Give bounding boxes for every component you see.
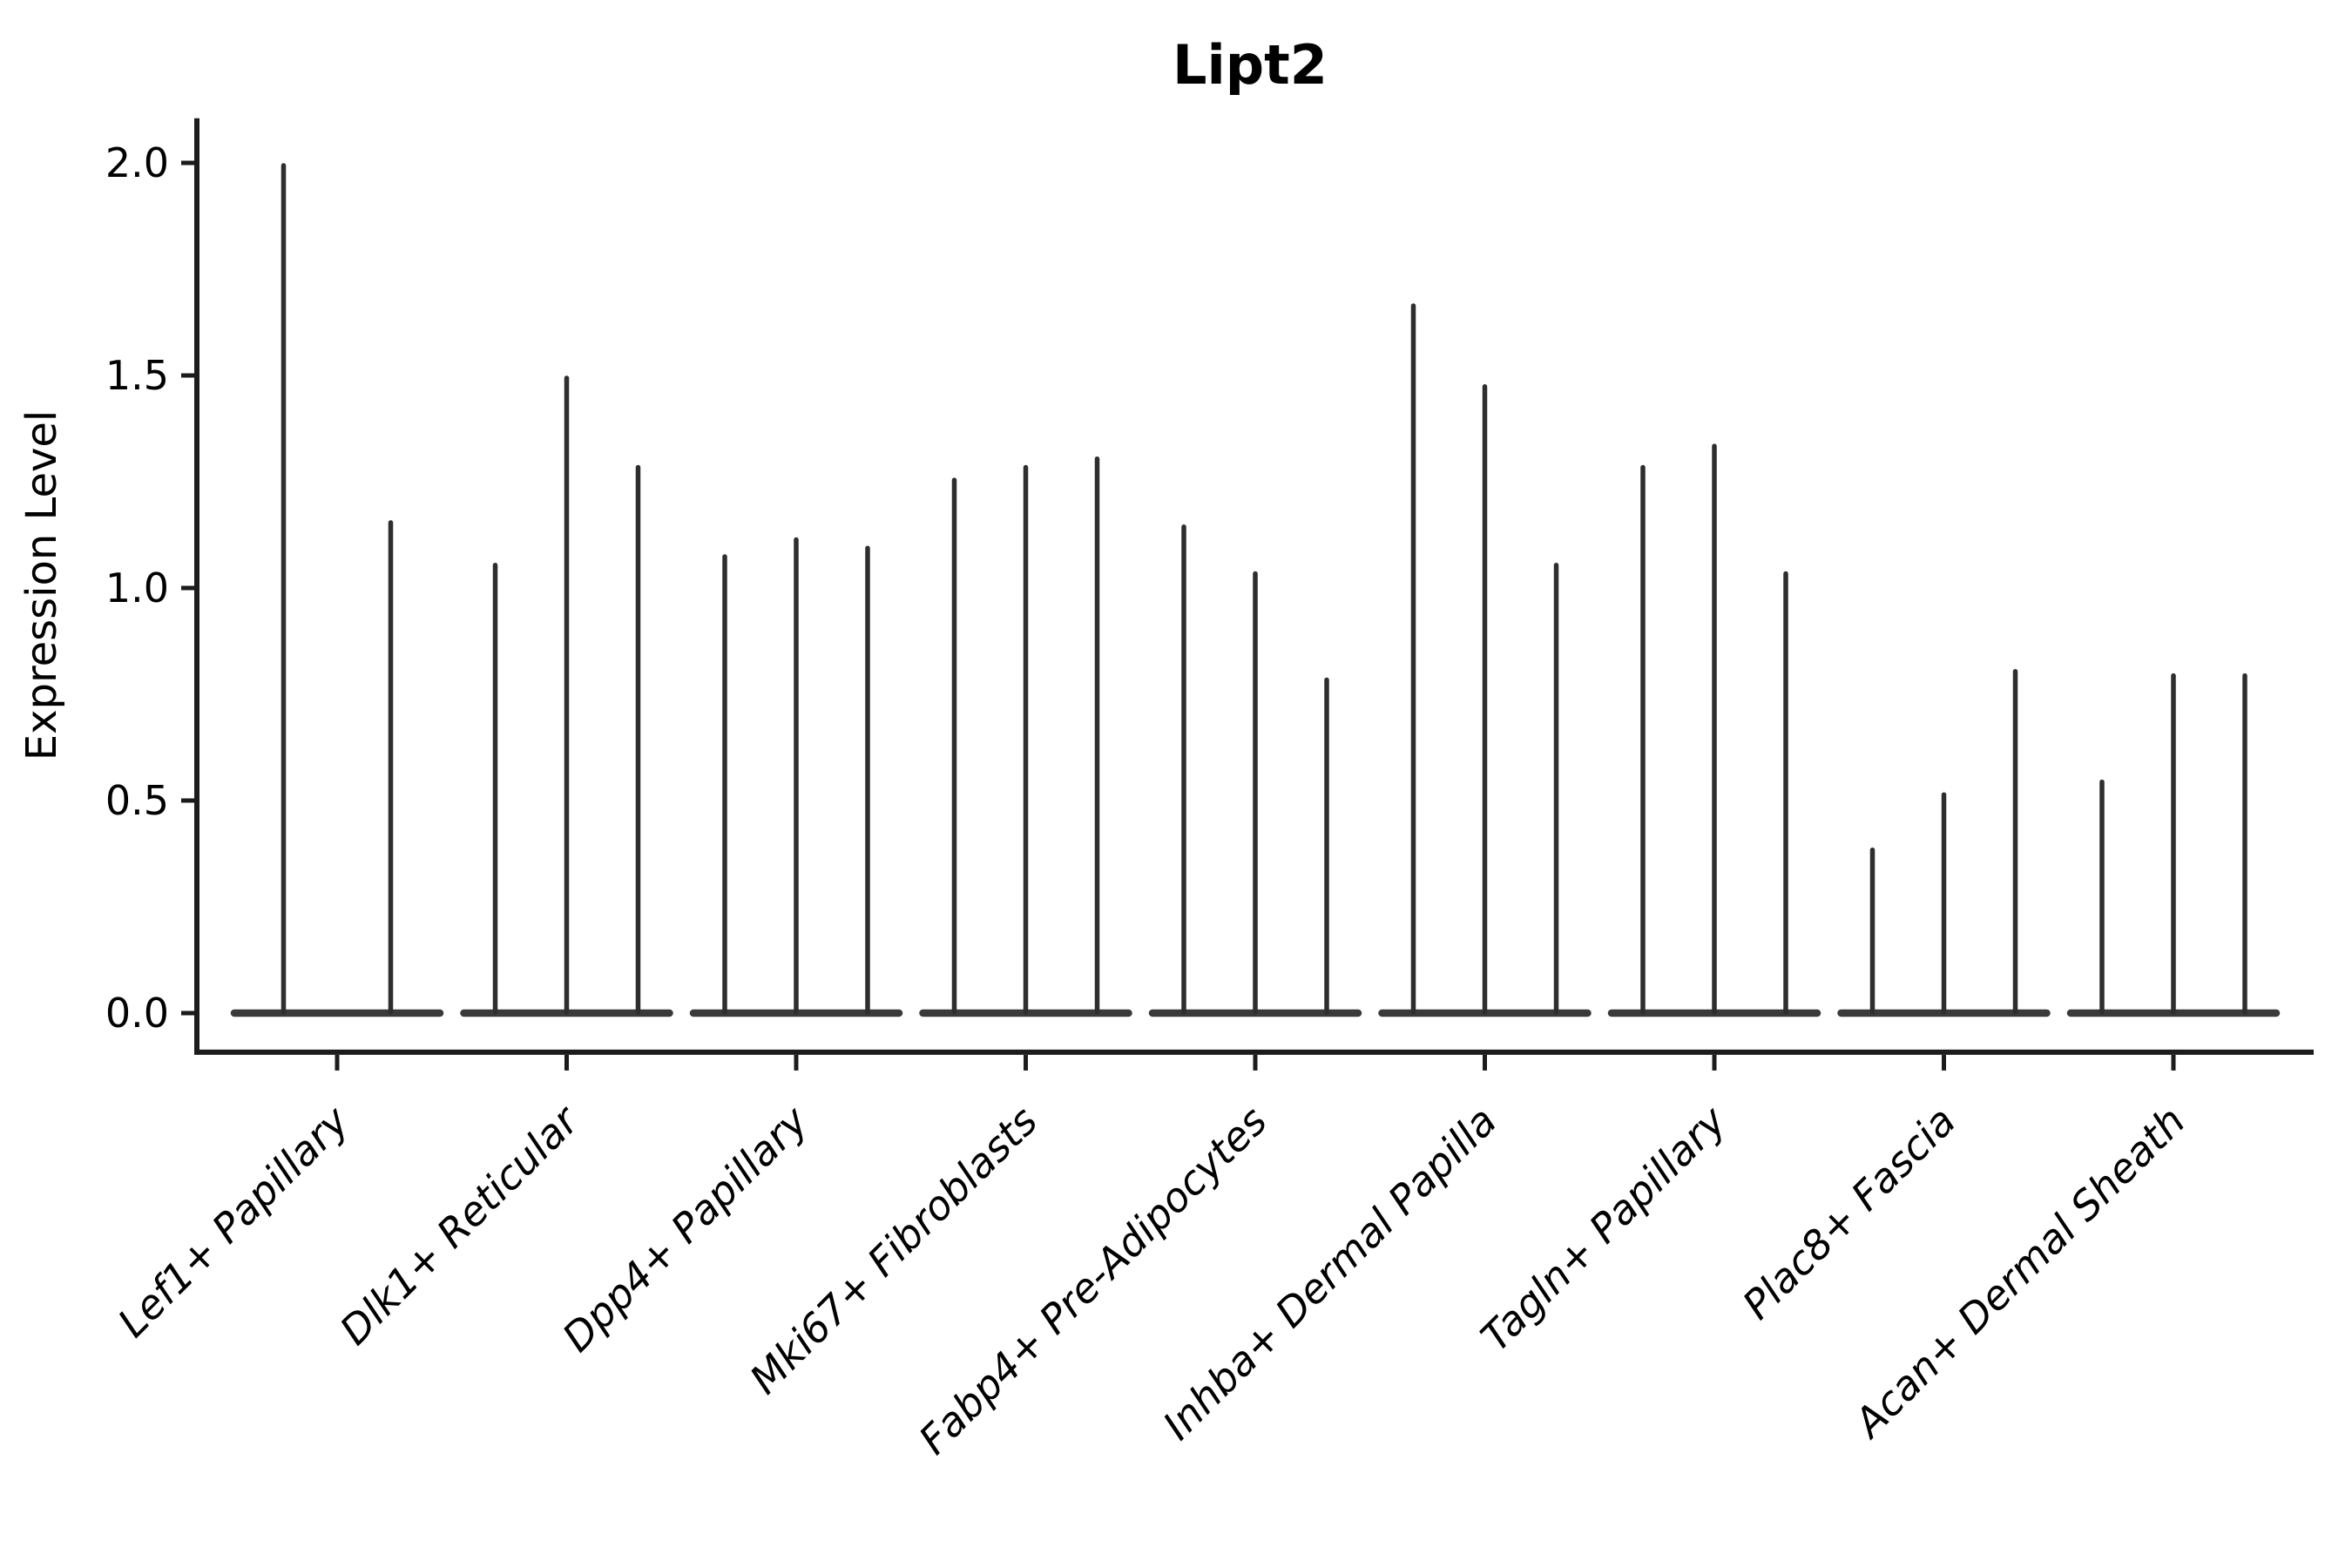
x-tick-label: Tagln+ Papillary xyxy=(1471,1097,1735,1361)
y-tick-label: 2.0 xyxy=(105,139,169,186)
violin-group xyxy=(1607,443,1821,1017)
violin-group xyxy=(1837,668,2051,1017)
x-tick-label: Plac8+ Fascia xyxy=(1734,1097,1964,1328)
y-axis-label: Expression Level xyxy=(17,410,66,761)
violin-group xyxy=(919,456,1132,1017)
chart-title: Lipt2 xyxy=(1173,33,1328,97)
x-tick-label: Dpp4+ Papillary xyxy=(553,1097,817,1361)
violin-group xyxy=(1378,303,1592,1017)
y-tick-label: 0.0 xyxy=(105,990,169,1037)
y-tick-label: 0.5 xyxy=(105,777,169,824)
violin-group xyxy=(230,163,444,1017)
y-tick-label: 1.0 xyxy=(105,564,169,612)
violin-group xyxy=(2066,672,2281,1017)
violin-layer xyxy=(230,163,2281,1017)
x-tick-label: Lef1+ Papillary xyxy=(109,1097,358,1346)
violin-group xyxy=(460,375,673,1017)
violin-group xyxy=(1148,524,1362,1017)
violin-group xyxy=(689,537,903,1017)
x-tick-label: Dlk1+ Reticular xyxy=(331,1095,590,1354)
y-tick-label: 1.5 xyxy=(105,352,169,399)
